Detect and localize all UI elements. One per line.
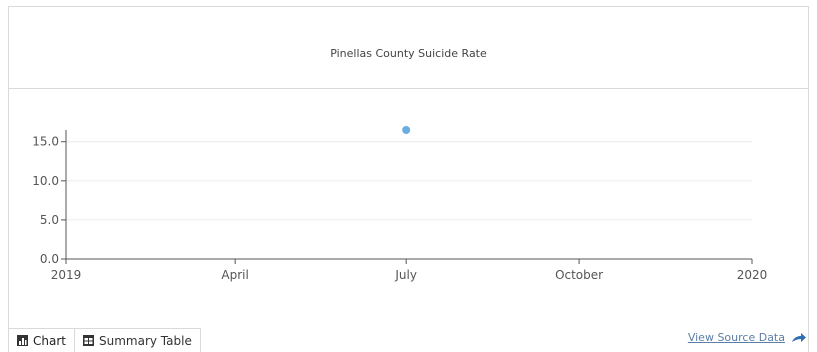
y-tick-label: 15.0 [32, 135, 59, 149]
x-tick-label: 2019 [51, 268, 82, 282]
tab-chart-label: Chart [33, 333, 66, 348]
x-tick-label: April [221, 268, 248, 282]
chart-title: Pinellas County Suicide Rate [330, 47, 487, 60]
view-source-data-label: View Source Data [687, 331, 785, 344]
tab-summary-table-label: Summary Table [98, 333, 192, 348]
view-tabs: Chart Summary Table [8, 328, 201, 352]
x-tick-label: October [555, 268, 603, 282]
x-tick-label: 2020 [737, 268, 768, 282]
y-tick-label: 10.0 [32, 174, 59, 188]
chart-icon [17, 335, 28, 346]
x-tick-label: July [394, 268, 417, 282]
data-point [402, 126, 411, 134]
tab-summary-table[interactable]: Summary Table [74, 328, 201, 352]
share-arrow-icon [792, 332, 806, 342]
y-tick-label: 5.0 [40, 213, 59, 227]
tab-chart[interactable]: Chart [8, 328, 75, 352]
view-source-data-link[interactable]: View Source Data [688, 331, 807, 344]
chart-header: Pinellas County Suicide Rate [9, 7, 808, 89]
table-icon [82, 335, 94, 346]
chart-panel: Pinellas County Suicide Rate [8, 6, 809, 352]
y-tick-label: 0.0 [40, 252, 59, 266]
